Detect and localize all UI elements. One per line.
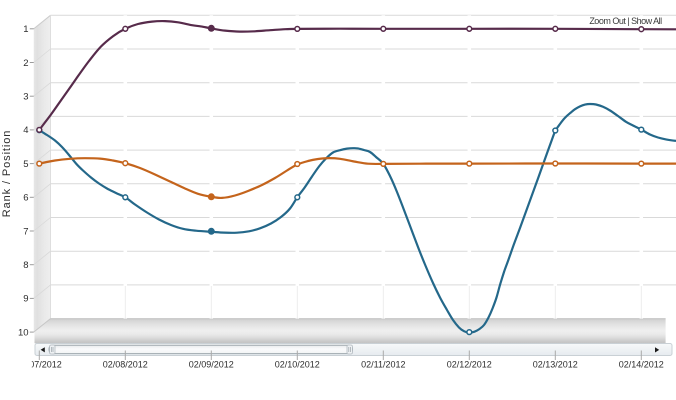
svg-text:2: 2 (23, 58, 28, 69)
svg-text:5: 5 (23, 159, 28, 170)
svg-text:02/10/2012: 02/10/2012 (275, 359, 320, 369)
svg-text:02/08/2012: 02/08/2012 (103, 359, 148, 369)
svg-text:10: 10 (18, 327, 29, 338)
svg-text:02/09/2012: 02/09/2012 (189, 359, 234, 369)
svg-text:7: 7 (23, 226, 28, 237)
svg-text:8: 8 (23, 260, 28, 271)
svg-text:02/07/2012: 02/07/2012 (17, 359, 62, 369)
svg-text:Zoom Out | Show All: Zoom Out | Show All (589, 16, 662, 26)
svg-text:1: 1 (23, 24, 28, 35)
svg-text:02/14/2012: 02/14/2012 (619, 359, 664, 369)
svg-text:4: 4 (23, 125, 28, 136)
svg-text:3: 3 (23, 92, 28, 103)
svg-text:9: 9 (23, 294, 28, 305)
svg-text:Rank / Position: Rank / Position (1, 130, 13, 217)
svg-text:02/11/2012: 02/11/2012 (361, 359, 405, 369)
svg-text:6: 6 (23, 193, 28, 204)
svg-text:02/13/2012: 02/13/2012 (533, 359, 578, 369)
svg-text:02/12/2012: 02/12/2012 (447, 359, 492, 369)
